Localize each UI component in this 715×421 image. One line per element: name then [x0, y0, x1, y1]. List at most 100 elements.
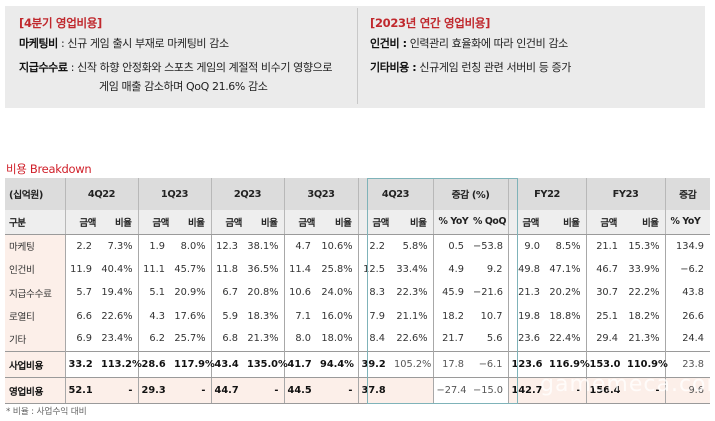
cell-qoq-pct: −15.0	[470, 377, 508, 404]
subheader-yoy: % YoY	[432, 210, 470, 235]
col-header-fy23: FY23	[585, 178, 666, 210]
cell-4q23-amount: 39.2	[357, 351, 391, 378]
cell-1q23-ratio: 117.9%	[171, 351, 215, 378]
cell-2q23-ratio: 18.3%	[247, 310, 279, 322]
cell-fy23-amount: 21.1	[585, 234, 625, 258]
cell-3q23-ratio: 16.0%	[321, 310, 353, 322]
subheader-ratio: 비율	[98, 210, 138, 235]
cell-3q23-ratio: 24.0%	[321, 287, 353, 299]
table-subheader-row: 구분 금액 비율 금액 비율 금액 비율 금액 비율 금액 비율 % YoY% QoQ 금…	[5, 210, 711, 235]
cell-4q23-amount: 12.5	[357, 257, 391, 281]
cell-fy22-amount: 123.6	[507, 351, 546, 378]
cell-fy23-ratio: -	[624, 377, 666, 404]
subheader-ratio: 비율	[317, 210, 358, 235]
cell-2q23-amount: 5.9	[210, 304, 244, 328]
cell-1q23-ratio: 20.9%	[174, 287, 206, 299]
cell-fy22-amount: 142.7	[507, 377, 546, 404]
cell-fy23-amount: 29.4	[585, 328, 625, 352]
cell-qoq-pct: 5.6	[486, 333, 503, 344]
cell-4q22-ratio: 113.2%	[98, 351, 142, 378]
cell-4q22-ratio: 40.4%	[101, 263, 133, 275]
q4-opex-summary: [4분기 영업비용] 마케팅비 : 신규 게임 출시 부재로 마케팅비 감소 지…	[5, 6, 357, 108]
cell-fy23-amount: 156.4	[585, 377, 625, 404]
cell-fy23-amount: 30.7	[585, 281, 625, 305]
cell-4q23-ratio: 5.8%	[402, 240, 428, 252]
cell-fy22-ratio: -	[546, 377, 587, 404]
subheader-ratio: 비율	[171, 210, 211, 235]
cell-2q23-ratio: 38.1%	[247, 240, 279, 252]
cell-1q23-amount: 28.6	[137, 351, 171, 378]
cell-3q23-amount: 11.4	[283, 257, 317, 281]
cell-fy22-ratio: 8.5%	[555, 240, 581, 252]
cell-4q22-amount: 2.2	[64, 234, 98, 258]
cell-2q23-amount: 11.8	[210, 257, 244, 281]
cell-3q23-amount: 7.1	[283, 304, 317, 328]
cell-4q22-ratio: -	[98, 377, 138, 404]
table-row-operating: 영업비용 52.1-29.3-44.7-44.5-37.8 −27.4 −15.0 14…	[5, 377, 711, 404]
col-header-3q23: 3Q23	[283, 178, 358, 210]
cell-fy23-amount: 46.7	[585, 257, 625, 281]
cell-4q22-amount: 6.9	[64, 328, 98, 352]
cell-3q23-ratio: 10.6%	[321, 240, 353, 252]
cell-2q23-ratio: 20.8%	[247, 287, 279, 299]
cell-yoy-pct: 21.7	[432, 328, 470, 352]
cell-4q22-amount: 11.9	[64, 257, 98, 281]
cell-4q23-ratio	[391, 377, 433, 404]
subheader-yoy: % YoY	[664, 210, 711, 235]
cell-fy23-ratio: 110.9%	[624, 351, 668, 378]
cell-1q23-amount: 4.3	[137, 304, 171, 328]
cell-fy23-amount: 25.1	[585, 304, 625, 328]
cell-fy-yoy-pct: 26.6	[664, 304, 711, 328]
cell-fy-yoy-pct: 23.8	[664, 351, 711, 378]
col-header-change: 증감	[664, 178, 711, 210]
table-row: 마케팅 2.2 7.3% 1.9 8.0% 12.3 38.1% 4.7 10.6% 2.2 5.8…	[5, 234, 711, 258]
cell-fy-yoy-pct: 43.8	[664, 281, 711, 305]
cell-fy-yoy-pct: 9.6	[664, 377, 711, 404]
cell-yoy-pct: −27.4	[432, 377, 470, 404]
annual-opex-summary: [2023년 연간 영업비용] 인건비 : 인력관리 효율화에 따라 인건비 감…	[357, 8, 705, 104]
col-header-fy22: FY22	[507, 178, 587, 210]
col-header-2q23: 2Q23	[210, 178, 284, 210]
cell-4q22-amount: 52.1	[64, 377, 98, 404]
cell-3q23-ratio: 94.4%	[317, 351, 358, 378]
cell-fy23-ratio: 15.3%	[628, 240, 660, 252]
row-label: 인건비	[5, 257, 65, 281]
cell-4q22-amount: 33.2	[64, 351, 98, 378]
row-label: 기타	[5, 328, 65, 352]
cell-2q23-amount: 44.7	[210, 377, 244, 404]
table-row: 지급수수료 5.7 19.4% 5.1 20.9% 6.7 20.8% 10.6 24.0% 8.…	[5, 281, 711, 305]
cell-4q22-ratio: 23.4%	[101, 333, 133, 344]
subheader-qoq: % QoQ	[470, 210, 508, 235]
cell-4q22-amount: 5.7	[64, 281, 98, 305]
cell-4q22-ratio: 22.6%	[101, 310, 133, 322]
q4-summary-title: [4분기 영업비용]	[19, 16, 102, 30]
table-header-row: (십억원) 4Q22 1Q23 2Q23 3Q23 4Q23 증감 (%) FY…	[5, 178, 711, 210]
cell-2q23-ratio: 21.3%	[247, 333, 279, 344]
cell-1q23-amount: 29.3	[137, 377, 171, 404]
cell-4q23-amount: 37.8	[357, 377, 391, 404]
cell-4q23-ratio: 22.3%	[396, 287, 428, 299]
cell-qoq-pct: 9.2	[486, 263, 503, 275]
subheader-amount: 금액	[64, 210, 98, 235]
subheader-amount: 금액	[507, 210, 546, 235]
cell-fy-yoy-pct: −6.2	[664, 257, 711, 281]
cell-3q23-amount: 10.6	[283, 281, 317, 305]
cell-1q23-ratio: -	[171, 377, 211, 404]
cell-4q23-ratio: 105.2%	[391, 351, 433, 378]
annual-summary-title: [2023년 연간 영업비용]	[370, 16, 491, 30]
cell-qoq-pct: −53.8	[473, 240, 504, 252]
cell-4q22-ratio: 7.3%	[107, 240, 133, 252]
cell-2q23-amount: 12.3	[210, 234, 244, 258]
cell-fy-yoy-pct: 24.4	[664, 328, 711, 352]
row-label: 로열티	[5, 304, 65, 328]
row-label: 영업비용	[5, 377, 65, 404]
summary-text: 신규게임 런칭 관련 서버비 등 증가	[419, 61, 571, 74]
col-header-4q23: 4Q23	[357, 178, 433, 210]
cell-yoy-pct: 17.8	[432, 351, 470, 378]
cell-fy22-amount: 21.3	[507, 281, 546, 305]
col-header-4q22: 4Q22	[64, 178, 138, 210]
category-label: 구분	[5, 210, 65, 235]
cell-yoy-pct: 45.9	[432, 281, 470, 305]
col-header-change-pct: 증감 (%)	[432, 178, 508, 210]
summary-key: 마케팅비	[19, 37, 58, 50]
